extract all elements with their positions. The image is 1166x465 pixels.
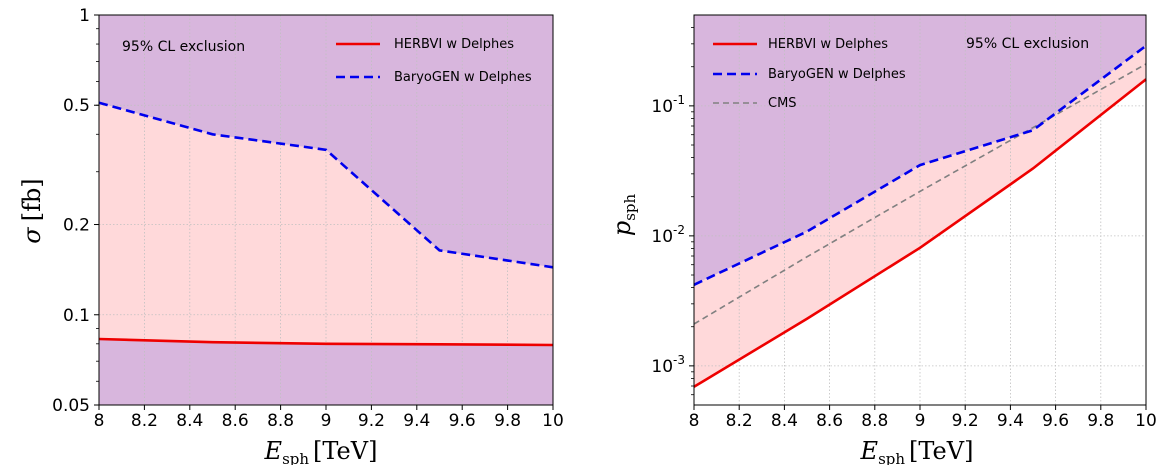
right-y-tick-base: 10: [651, 227, 673, 247]
left-line-baryogen: [98, 101, 554, 269]
left-legend-baryogen-label: BaryoGEN w Delphes: [394, 70, 532, 85]
right-x-axis-label: Esph [TeV]: [860, 437, 974, 465]
right-x-tick-label: 9.4: [997, 411, 1024, 431]
left-x-tick-label: 8.4: [176, 411, 203, 431]
right-line-baryogen: [693, 44, 1147, 286]
right-y-axis-label: psph: [608, 193, 639, 236]
left-x-tick-label: 8.8: [267, 411, 294, 431]
left-x-tick-label: 9.2: [358, 411, 385, 431]
right-x-tick-label: 8.8: [861, 411, 888, 431]
right-annotation: 95% CL exclusion: [966, 36, 1089, 52]
left-x-ticks: 8 8.2 8.4 8.6 8.8 9 9.2 9.4 9.6 9.8 10: [94, 405, 564, 431]
left-x-tick-label: 8.6: [222, 411, 249, 431]
right-y-tick-base: 10: [651, 357, 673, 377]
right-line-cms: [693, 63, 1147, 325]
right-y-tick-label: 10-2: [651, 223, 685, 247]
left-x-axis-label: Esph [TeV]: [264, 437, 378, 465]
left-y-tick-label: 0.05: [52, 396, 90, 416]
left-legend: HERBVI w Delphes BaryoGEN w Delphes: [336, 37, 532, 85]
left-y-tick-label: 0.1: [63, 306, 90, 326]
right-x-tick-label: 9: [915, 411, 926, 431]
left-x-tick-label: 10: [542, 411, 564, 431]
right-y-ticks: 10-310-210-1: [651, 27, 694, 396]
right-y-tick-label: 10-1: [651, 93, 685, 117]
right-line-herbvi: [693, 78, 1147, 388]
left-x-tick-label: 9.8: [494, 411, 521, 431]
right-x-tick-label: 8.4: [771, 411, 798, 431]
right-y-tick-base: 10: [651, 97, 673, 117]
right-y-tick-exp: -3: [673, 353, 685, 367]
right-x-tick-label: 9.2: [952, 411, 979, 431]
right-y-tick-exp: -1: [673, 93, 685, 107]
right-x-tick-label: 9.6: [1042, 411, 1069, 431]
right-excluded-region: [694, 15, 1146, 285]
left-x-tick-label: 9.6: [449, 411, 476, 431]
right-legend-cms-label: CMS: [768, 96, 797, 111]
left-y-tick-label: 0.5: [63, 96, 90, 116]
left-y-tick-label: 1: [79, 6, 90, 26]
left-panel: 8 8.2 8.4 8.6 8.8 9 9.2 9.4 9.6 9.8 10 0.050.10.20…: [18, 6, 564, 465]
right-band-region: [694, 45, 1146, 387]
left-x-tick-label: 9.4: [403, 411, 430, 431]
right-y-tick-label: 10-3: [651, 353, 685, 377]
right-panel: 8 8.2 8.4 8.6 8.8 9 9.2 9.4 9.6 9.8 10 10-310-210-…: [608, 14, 1157, 465]
left-x-tick-label: 9: [321, 411, 332, 431]
left-x-tick-label: 8.2: [131, 411, 158, 431]
left-y-tick-label: 0.2: [63, 216, 90, 236]
left-line-herbvi: [98, 337, 554, 347]
left-y-ticks: 0.05 0.1 0.2 0.5 1: [52, 6, 99, 416]
right-x-tick-label: 8.2: [726, 411, 753, 431]
left-y-axis-label: σ[fb]: [18, 178, 46, 243]
right-legend: HERBVI w Delphes BaryoGEN w Delphes CMS: [713, 37, 906, 111]
left-x-tick-label: 8: [94, 411, 105, 431]
right-x-tick-label: 9.8: [1087, 411, 1114, 431]
right-x-ticks: 8 8.2 8.4 8.6 8.8 9 9.2 9.4 9.6 9.8 10: [689, 405, 1157, 431]
left-legend-herbvi-label: HERBVI w Delphes: [394, 37, 514, 52]
right-x-tick-label: 8.6: [816, 411, 843, 431]
right-x-tick-label: 10: [1135, 411, 1157, 431]
right-x-tick-label: 8: [689, 411, 700, 431]
right-y-tick-exp: -2: [673, 223, 685, 237]
right-legend-baryogen-label: BaryoGEN w Delphes: [768, 67, 906, 82]
right-legend-herbvi-label: HERBVI w Delphes: [768, 37, 888, 52]
left-band-region: [99, 102, 553, 345]
left-annotation: 95% CL exclusion: [122, 39, 245, 55]
